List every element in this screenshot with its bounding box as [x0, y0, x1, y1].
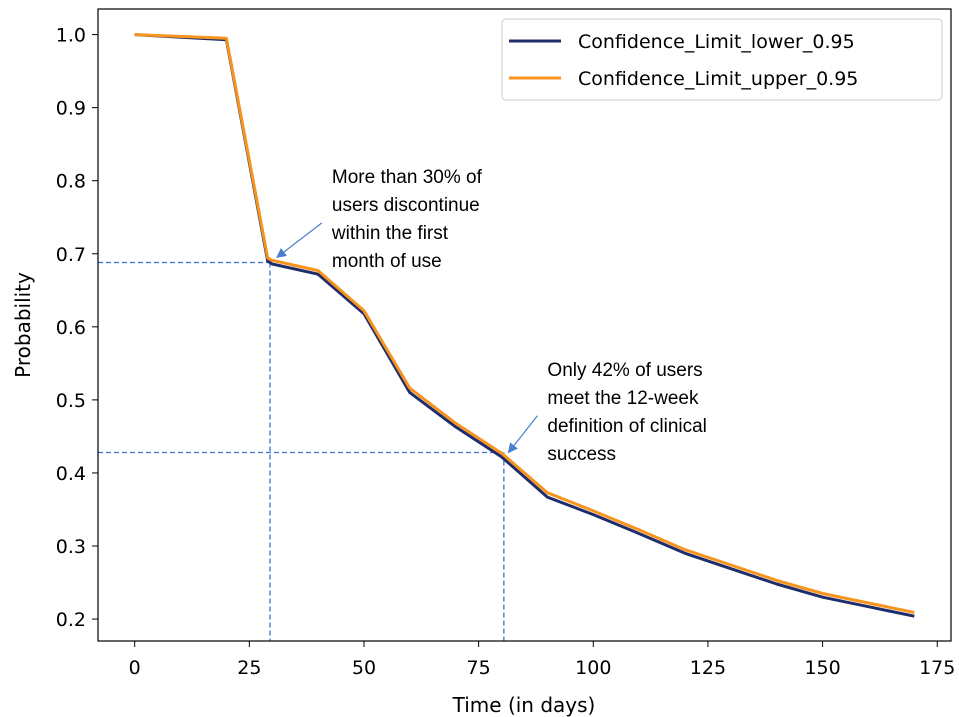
y-tick-label: 0.2 — [56, 609, 86, 631]
x-tick-label: 25 — [237, 657, 261, 679]
annotation-arrow — [276, 222, 323, 259]
legend-label: Confidence_Limit_lower_0.95 — [578, 31, 855, 53]
x-tick-label: 125 — [690, 657, 726, 679]
annotation-arrow — [507, 415, 538, 454]
x-tick-label: 150 — [804, 657, 840, 679]
x-axis: 0 25 50 75 100 125 150 175 — [129, 641, 955, 679]
legend-frame — [501, 18, 943, 101]
x-tick-label: 175 — [919, 657, 955, 679]
series-line-upper — [134, 33, 915, 614]
legend-label: Confidence_Limit_upper_0.95 — [578, 68, 858, 90]
y-tick-label: 0.3 — [56, 536, 86, 558]
plot-area — [98, 9, 951, 641]
x-axis-label: Time (in days) — [452, 693, 596, 717]
annotation-text: More than 30% of users discontinue within … — [331, 167, 483, 272]
annotation-line: success — [547, 444, 616, 465]
y-axis: 0.2 0.3 0.4 0.5 0.6 0.7 0.8 0.9 1.0 — [56, 25, 98, 631]
annotation-line: definition of clinical — [547, 416, 706, 437]
annotation-line: More than 30% of — [332, 167, 483, 188]
series-line-lower — [134, 33, 915, 618]
legend: Confidence_Limit_lower_0.95 Confidence_Li… — [501, 18, 943, 101]
y-tick-label: 0.8 — [56, 171, 86, 193]
y-tick-label: 0.4 — [56, 463, 86, 485]
annotation-line: within the first — [331, 223, 449, 244]
y-tick-label: 0.9 — [56, 98, 86, 120]
reference-lines — [98, 261, 505, 641]
annotation-line: users discontinue — [332, 195, 480, 216]
x-tick-label: 75 — [467, 657, 491, 679]
x-tick-label: 50 — [352, 657, 376, 679]
y-tick-label: 0.5 — [56, 390, 86, 412]
y-tick-label: 0.6 — [56, 317, 86, 339]
annotation-text: Only 42% of users meet the 12-week definit… — [547, 360, 706, 465]
y-tick-label: 1.0 — [56, 25, 86, 47]
x-tick-label: 100 — [575, 657, 611, 679]
annotation-line: month of use — [332, 251, 442, 272]
annotation-line: meet the 12-week — [547, 388, 699, 409]
x-tick-label: 0 — [129, 657, 141, 679]
plot-frame — [97, 8, 952, 642]
series-layer — [134, 33, 915, 618]
y-tick-label: 0.7 — [56, 244, 86, 266]
annotations: More than 30% of users discontinue within … — [276, 167, 707, 465]
y-axis-label: Probability — [11, 272, 35, 378]
annotation-line: Only 42% of users — [547, 360, 702, 381]
